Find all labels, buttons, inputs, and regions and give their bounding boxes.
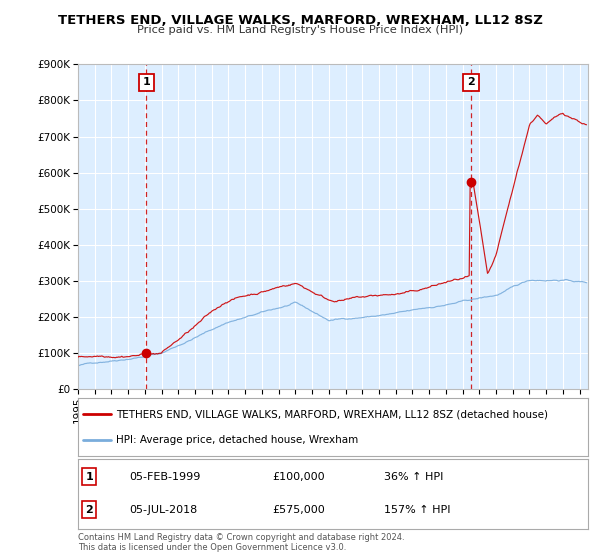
Text: Contains HM Land Registry data © Crown copyright and database right 2024.: Contains HM Land Registry data © Crown c…	[78, 533, 404, 542]
Text: 1: 1	[143, 77, 150, 87]
Text: 05-FEB-1999: 05-FEB-1999	[129, 472, 200, 482]
Text: TETHERS END, VILLAGE WALKS, MARFORD, WREXHAM, LL12 8SZ (detached house): TETHERS END, VILLAGE WALKS, MARFORD, WRE…	[116, 409, 548, 419]
Text: 2: 2	[467, 77, 475, 87]
Text: Price paid vs. HM Land Registry's House Price Index (HPI): Price paid vs. HM Land Registry's House …	[137, 25, 463, 35]
Text: 2: 2	[85, 505, 93, 515]
Text: This data is licensed under the Open Government Licence v3.0.: This data is licensed under the Open Gov…	[78, 543, 346, 552]
Text: 05-JUL-2018: 05-JUL-2018	[129, 505, 197, 515]
Text: £100,000: £100,000	[272, 472, 325, 482]
Text: 157% ↑ HPI: 157% ↑ HPI	[384, 505, 451, 515]
Text: TETHERS END, VILLAGE WALKS, MARFORD, WREXHAM, LL12 8SZ: TETHERS END, VILLAGE WALKS, MARFORD, WRE…	[58, 14, 542, 27]
Text: £575,000: £575,000	[272, 505, 325, 515]
Text: 36% ↑ HPI: 36% ↑ HPI	[384, 472, 443, 482]
Text: 1: 1	[85, 472, 93, 482]
Text: HPI: Average price, detached house, Wrexham: HPI: Average price, detached house, Wrex…	[116, 435, 359, 445]
